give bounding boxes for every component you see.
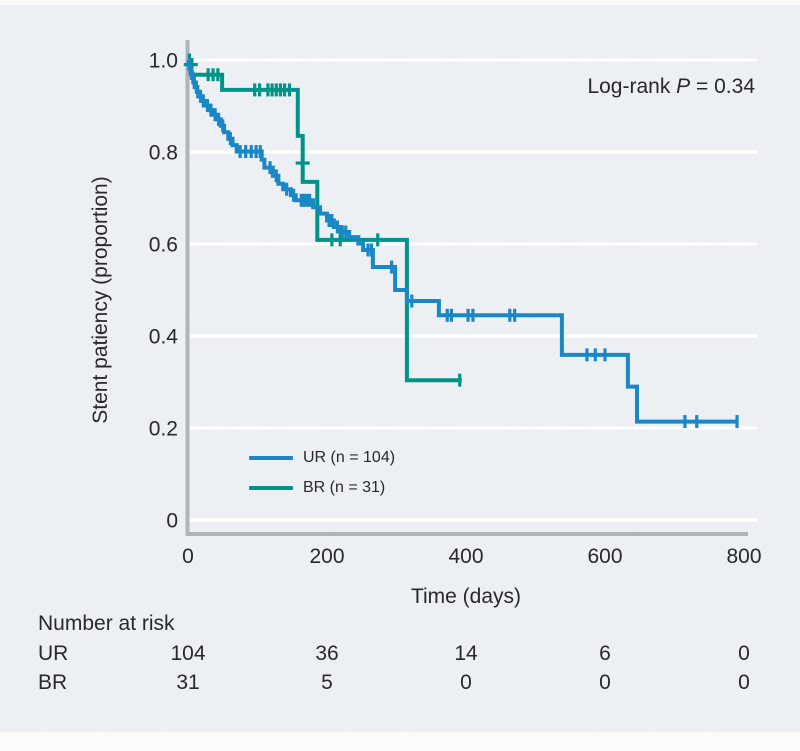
plot-background	[0, 5, 800, 732]
y-tick-label: 0.6	[149, 234, 178, 257]
log-rank-p-symbol: P	[676, 75, 691, 98]
y-axis-title: Stent patiency (proportion)	[89, 176, 112, 424]
x-tick-label: 800	[726, 545, 761, 568]
risk-count: 14	[454, 642, 478, 665]
risk-count: 0	[599, 671, 611, 694]
log-rank-prefix: Log-rank	[587, 75, 677, 98]
risk-count: 0	[738, 642, 750, 665]
risk-count: 31	[176, 671, 200, 694]
legend-item-ur: UR (n = 104)	[249, 443, 395, 473]
km-curve-ur	[186, 58, 738, 424]
km-curve-br	[188, 58, 462, 383]
risk-table-title: Number at risk	[38, 612, 175, 635]
x-tick-label: 600	[587, 545, 622, 568]
y-tick-label: 0.8	[149, 142, 178, 165]
y-tick-label: 0	[166, 510, 178, 533]
legend-label-ur: UR (n = 104)	[303, 449, 396, 466]
legend: UR (n = 104) BR (n = 31)	[249, 443, 395, 503]
y-tick-label: 0.2	[149, 418, 178, 441]
legend-label-br: BR (n = 31)	[303, 479, 386, 496]
risk-count: 5	[321, 671, 333, 694]
y-tick-label: 1.0	[149, 50, 178, 73]
log-rank-annotation: Log-rank P = 0.34	[587, 75, 755, 99]
log-rank-value: = 0.34	[690, 75, 755, 98]
legend-swatch-ur	[249, 456, 293, 460]
risk-count: 0	[738, 671, 750, 694]
legend-swatch-br	[249, 486, 293, 490]
y-tick-label: 0.4	[149, 326, 179, 349]
risk-row-label-br: BR	[38, 671, 68, 694]
legend-item-br: BR (n = 31)	[249, 473, 395, 503]
risk-row-label-ur: UR	[38, 642, 69, 665]
risk-count: 36	[315, 642, 339, 665]
risk-count: 6	[599, 642, 611, 665]
x-tick-label: 400	[448, 545, 483, 568]
x-tick-label: 200	[309, 545, 344, 568]
risk-count: 104	[170, 642, 206, 665]
risk-count: 0	[460, 671, 472, 694]
x-tick-label: 0	[182, 545, 194, 568]
x-axis-title: Time (days)	[410, 585, 522, 608]
